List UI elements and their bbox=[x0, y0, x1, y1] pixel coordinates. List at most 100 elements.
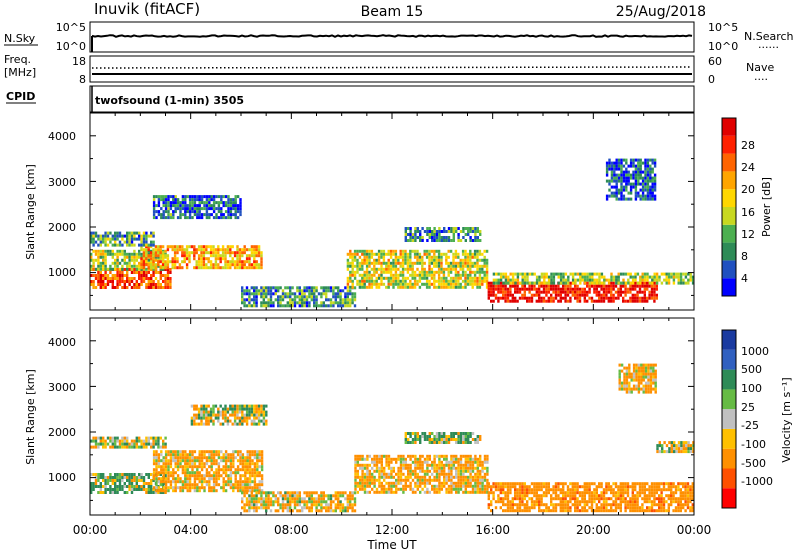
power-cell-region-10 bbox=[635, 189, 637, 192]
power-cell-region-7 bbox=[443, 236, 445, 239]
vel-cell-region-2 bbox=[201, 453, 203, 456]
power-cell-region-0 bbox=[100, 271, 102, 274]
vel-cell-region-2 bbox=[155, 486, 157, 489]
power-cell-region-4 bbox=[213, 201, 215, 204]
vel-cell-region-5 bbox=[465, 470, 467, 473]
vel-cell-region-0 bbox=[109, 446, 111, 449]
power-cell-region-8 bbox=[524, 297, 526, 300]
power-cell-region-6 bbox=[443, 280, 445, 283]
power-cell-region-6 bbox=[419, 286, 421, 289]
power-cell-region-6 bbox=[392, 274, 394, 277]
power-cell-region-4 bbox=[194, 198, 196, 201]
vel-cell-region-5 bbox=[364, 464, 366, 467]
vel-cell-region-1 bbox=[97, 476, 99, 479]
power-cell-region-10 bbox=[640, 174, 642, 177]
power-cell-region-4 bbox=[184, 207, 186, 210]
power-cell-region-8 bbox=[490, 288, 492, 291]
power-cell-region-4 bbox=[163, 210, 165, 213]
vel-cell-region-7 bbox=[490, 491, 492, 494]
power-cell-region-7 bbox=[443, 227, 445, 230]
power-cell-region-2 bbox=[251, 254, 253, 257]
power-cell-region-9 bbox=[505, 276, 507, 279]
power-cell-region-3 bbox=[100, 244, 102, 247]
power-cell-region-5 bbox=[294, 295, 296, 298]
power-cell-region-4 bbox=[163, 201, 165, 204]
vel-cell-region-0 bbox=[145, 440, 147, 443]
power-cell-region-6 bbox=[414, 274, 416, 277]
power-cell-region-7 bbox=[453, 227, 455, 230]
power-cell-region-6 bbox=[464, 274, 466, 277]
vel-cell-region-5 bbox=[400, 470, 402, 473]
vel-cell-region-4 bbox=[248, 509, 250, 512]
power-cell-region-8 bbox=[504, 288, 506, 291]
vel-cell-region-1 bbox=[128, 485, 130, 488]
vel-cell-region-2 bbox=[249, 474, 251, 477]
power-cell-region-8 bbox=[497, 291, 499, 294]
vel-cell-region-3 bbox=[222, 408, 224, 411]
power-cell-region-6 bbox=[428, 253, 430, 256]
power-cell-region-2 bbox=[140, 263, 142, 266]
vel-cell-region-5 bbox=[357, 476, 359, 479]
vel-cell-region-5 bbox=[479, 455, 481, 458]
power-cell-region-4 bbox=[182, 198, 184, 201]
power-cell-region-1 bbox=[136, 253, 138, 256]
power-cell-region-9 bbox=[603, 279, 605, 282]
power-cell-region-8 bbox=[627, 288, 629, 291]
power-cell-region-2 bbox=[196, 251, 198, 254]
power-cell-region-0 bbox=[126, 271, 128, 274]
power-cell-region-6 bbox=[409, 283, 411, 286]
power-cell-region-6 bbox=[452, 283, 454, 286]
vel-cell-region-1 bbox=[97, 473, 99, 476]
power-cell-region-5 bbox=[339, 301, 341, 304]
vel-cell-region-5 bbox=[373, 455, 375, 458]
power-cell-region-10 bbox=[635, 198, 637, 201]
vel-cell-region-2 bbox=[213, 462, 215, 465]
vel-cell-region-2 bbox=[184, 465, 186, 468]
power-cell-region-10 bbox=[652, 177, 654, 180]
power-cell-region-4 bbox=[155, 204, 157, 207]
vel-cell-region-2 bbox=[163, 471, 165, 474]
vel-cell-region-5 bbox=[400, 464, 402, 467]
power-cell-region-10 bbox=[620, 162, 622, 165]
power-cell-region-10 bbox=[620, 174, 622, 177]
power-cell-region-6 bbox=[347, 259, 349, 262]
power-cell-region-2 bbox=[179, 245, 181, 248]
power-cell-region-8 bbox=[622, 300, 624, 303]
power-cell-region-2 bbox=[196, 263, 198, 266]
power-cell-region-6 bbox=[455, 277, 457, 280]
power-cell-region-4 bbox=[172, 195, 174, 198]
vel-cell-region-5 bbox=[385, 458, 387, 461]
noise-left-label: N.Sky bbox=[4, 32, 36, 45]
power-cell-region-2 bbox=[217, 266, 219, 269]
vel-cell-region-3 bbox=[241, 411, 243, 414]
vel-cell-region-1 bbox=[138, 488, 140, 491]
vel-cell-region-2 bbox=[175, 480, 177, 483]
power-cell-region-0 bbox=[121, 274, 123, 277]
vel-cell-region-2 bbox=[167, 474, 169, 477]
power-cell-region-6 bbox=[428, 271, 430, 274]
vel-cell-region-5 bbox=[359, 485, 361, 488]
power-cell-region-6 bbox=[424, 268, 426, 271]
vel-cell-region-5 bbox=[465, 461, 467, 464]
vel-cell-region-2 bbox=[259, 453, 261, 456]
vel-cell-region-0 bbox=[112, 440, 114, 443]
power-cell-region-0 bbox=[150, 280, 152, 283]
vel-cell-region-5 bbox=[354, 485, 356, 488]
vel-cell-region-5 bbox=[395, 488, 397, 491]
power-cb-tick-28: 28 bbox=[741, 139, 755, 152]
power-cell-region-10 bbox=[640, 171, 642, 174]
power-cell-region-8 bbox=[610, 285, 612, 288]
power-cell-region-8 bbox=[648, 285, 650, 288]
power-cell-region-2 bbox=[236, 251, 238, 254]
vel-cell-region-5 bbox=[409, 470, 411, 473]
vel-cell-region-5 bbox=[426, 461, 428, 464]
vel-cell-region-5 bbox=[431, 485, 433, 488]
vel-cell-region-2 bbox=[254, 465, 256, 468]
vel-cell-region-7 bbox=[533, 488, 535, 491]
vel-cell-region-0 bbox=[143, 443, 145, 446]
vel-cell-region-4 bbox=[318, 497, 320, 500]
vel-cell-region-5 bbox=[433, 485, 435, 488]
vel-cell-region-1 bbox=[143, 482, 145, 485]
power-cell-region-2 bbox=[174, 257, 176, 260]
vel-cell-region-5 bbox=[479, 482, 481, 485]
